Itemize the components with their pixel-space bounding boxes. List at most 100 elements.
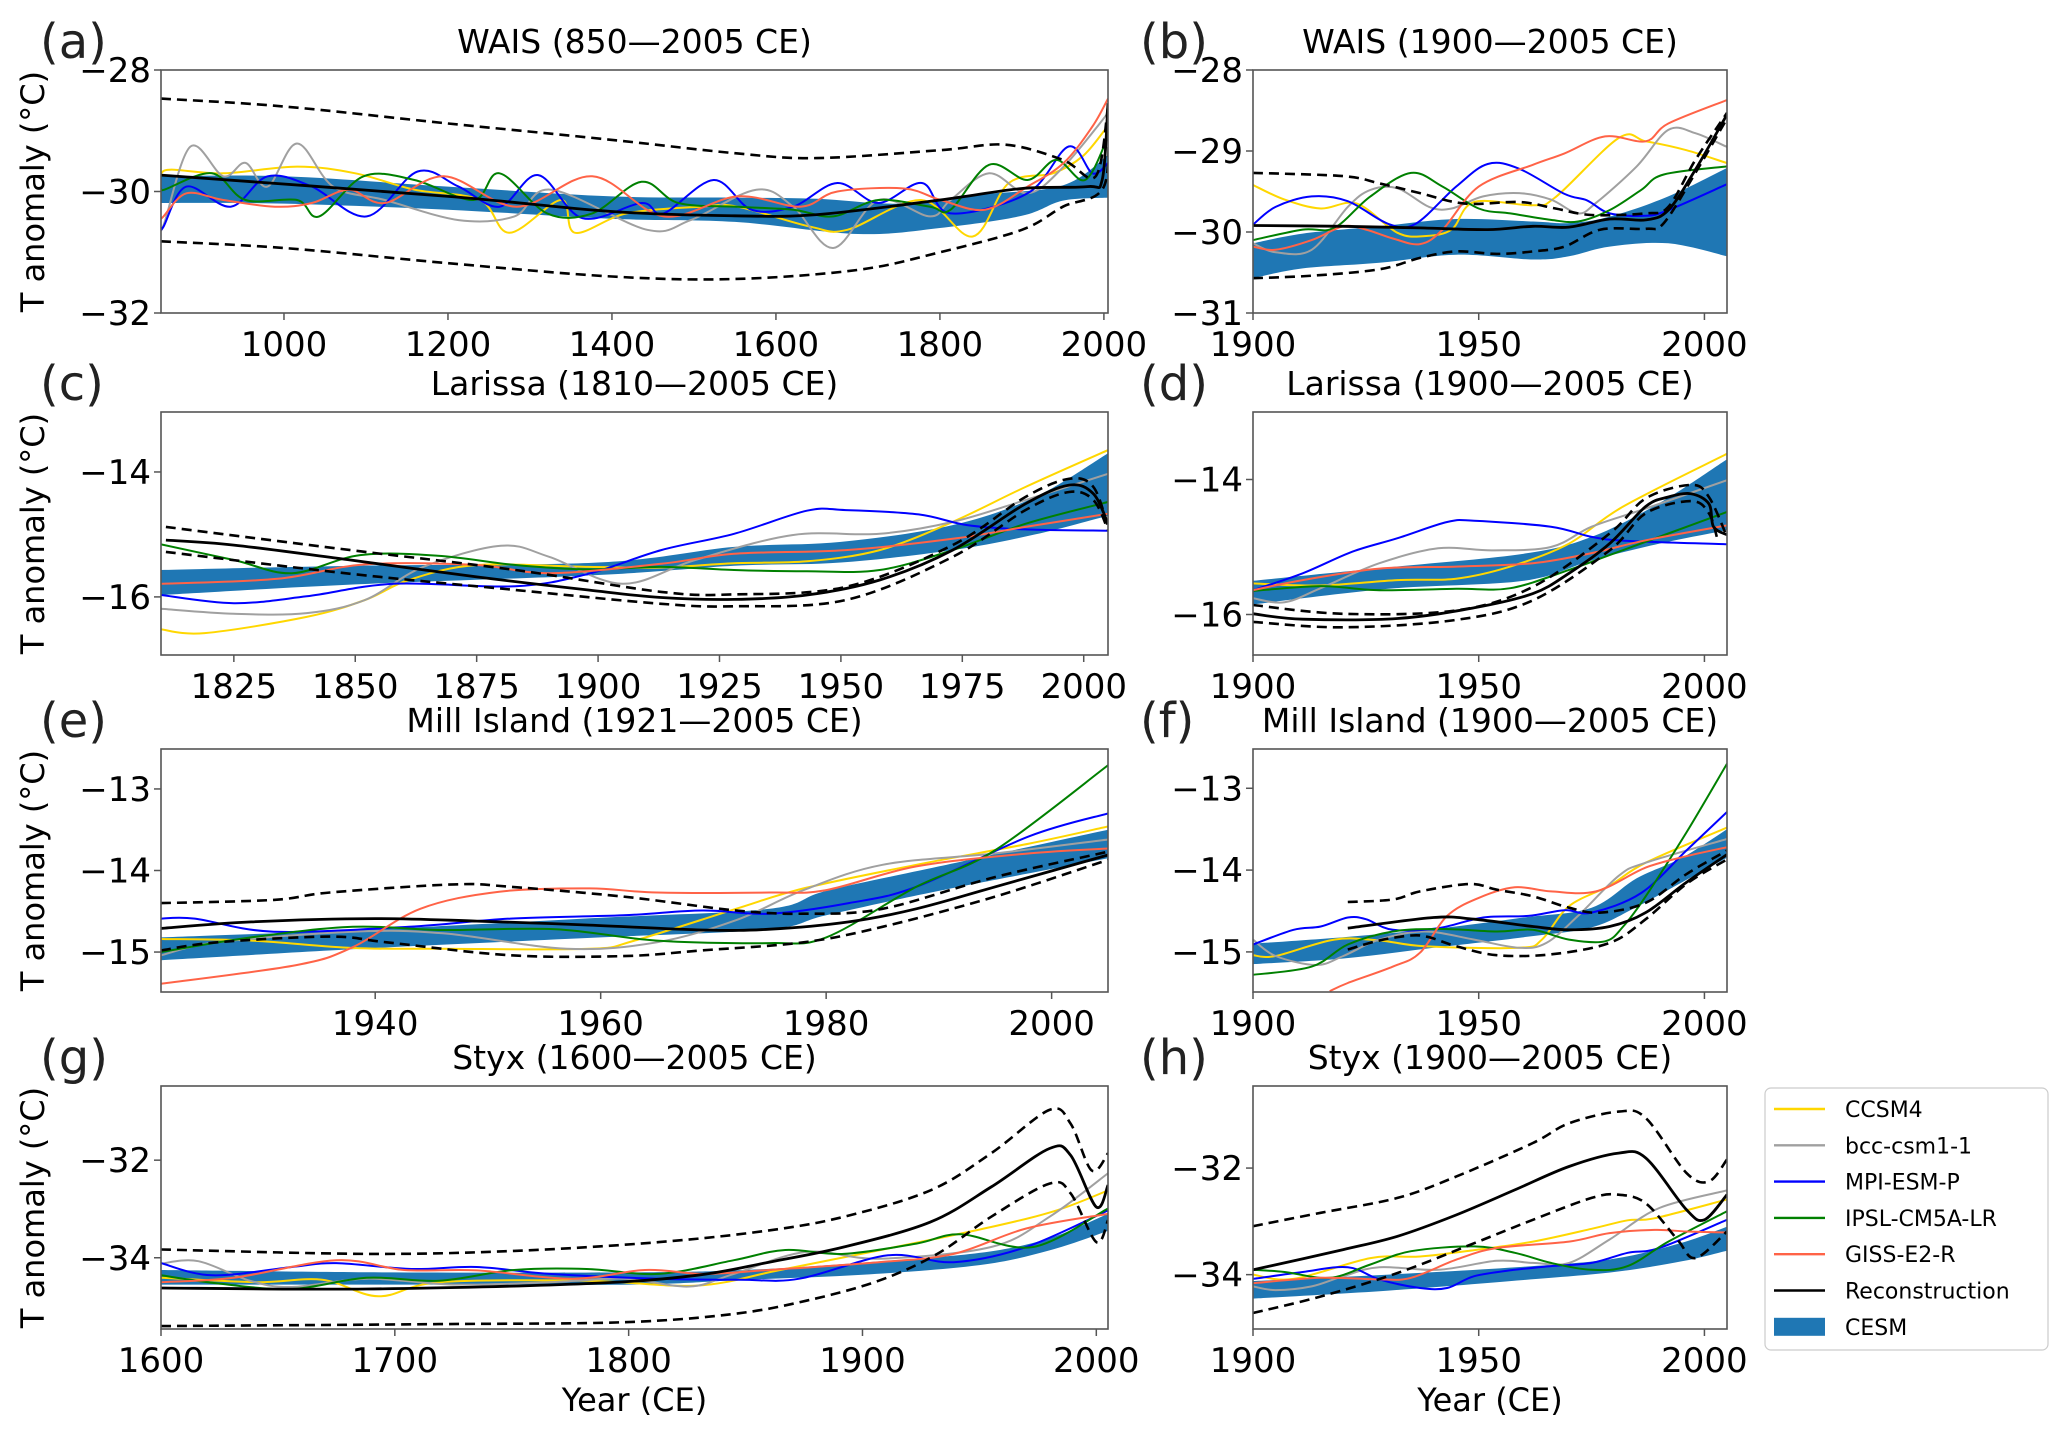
panel-label: (h) bbox=[1140, 1030, 1208, 1086]
y-axis-label: T anomaly (°C) bbox=[14, 413, 52, 655]
series-mpi-esm-p bbox=[161, 145, 1108, 232]
panel-a: 1000 1200 1400 1600 1800 2000 −28 −30 −32 WAIS (8… bbox=[14, 14, 1147, 365]
panel-g: 1600 1700 1800 1900 2000 −32 −34 Styx (1600—200… bbox=[14, 1030, 1140, 1419]
series-reconstruction bbox=[161, 1144, 1108, 1291]
cesm-band bbox=[161, 155, 1108, 235]
x-tick-label: 1800 bbox=[585, 1341, 672, 1381]
x-tick-label: 2000 bbox=[1661, 1341, 1748, 1381]
cesm-band bbox=[161, 829, 1108, 961]
x-tick-label: 1900 bbox=[1210, 667, 1297, 707]
cesm-band bbox=[1253, 168, 1727, 279]
y-tick-label: −28 bbox=[1171, 51, 1243, 91]
panel-label: (d) bbox=[1140, 356, 1208, 412]
reconstruction-upper-bound bbox=[165, 476, 1108, 597]
panel-e: 1940 1960 1980 2000 −13 −14 −15 Mill Island (19… bbox=[14, 693, 1109, 1044]
reconstruction-lower-bound bbox=[1253, 1192, 1727, 1315]
y-tick-label: −13 bbox=[79, 770, 151, 810]
panel-label: (b) bbox=[1140, 14, 1208, 70]
y-tick-label: −30 bbox=[1171, 213, 1243, 253]
y-tick-label: −14 bbox=[79, 852, 151, 892]
series-giss-e2-r bbox=[1329, 846, 1727, 992]
panel-label: (e) bbox=[40, 693, 107, 749]
x-tick-label: 2000 bbox=[1008, 1004, 1095, 1044]
x-tick-label: 2000 bbox=[1661, 667, 1748, 707]
x-tick-label: 1900 bbox=[1210, 1004, 1297, 1044]
panel-title: Mill Island (1921—2005 CE) bbox=[406, 701, 862, 740]
panel-title: Styx (1900—2005 CE) bbox=[1308, 1038, 1673, 1077]
series-mpi-esm-p bbox=[161, 507, 1108, 605]
panel-title: Larissa (1900—2005 CE) bbox=[1286, 364, 1694, 403]
series-bcc-csm1-1 bbox=[161, 1172, 1108, 1289]
panel-title: Styx (1600—2005 CE) bbox=[452, 1038, 817, 1077]
reconstruction-lower-bound bbox=[1253, 499, 1720, 629]
cesm-band bbox=[161, 1213, 1108, 1285]
x-tick-label: 1925 bbox=[676, 667, 763, 707]
series-ipsl-cm5a-lr bbox=[161, 764, 1108, 953]
series-bcc-csm1-1 bbox=[161, 838, 1108, 957]
x-tick-label: 1700 bbox=[352, 1341, 439, 1381]
y-tick-label: −14 bbox=[79, 453, 151, 493]
legend-item-mpi-esm-p: MPI-ESM-P bbox=[1774, 1171, 1960, 1196]
x-tick-label: 1950 bbox=[1435, 1341, 1522, 1381]
y-tick-label: −34 bbox=[1171, 1256, 1243, 1296]
reconstruction-lower-bound bbox=[161, 112, 1108, 281]
plot-area bbox=[1253, 99, 1727, 280]
panel-title: WAIS (1900—2005 CE) bbox=[1302, 22, 1678, 61]
panel-b: 1900 1950 2000 −28 −29 −30 −31 WAIS (1900—2005 … bbox=[1140, 14, 1748, 365]
reconstruction-upper-bound bbox=[1253, 112, 1727, 217]
reconstruction-upper-bound bbox=[1347, 849, 1727, 915]
x-tick-label: 1800 bbox=[897, 325, 984, 365]
y-tick-label: −32 bbox=[79, 294, 151, 334]
series-giss-e2-r bbox=[161, 98, 1108, 221]
legend-box bbox=[1764, 1087, 2049, 1351]
x-tick-label: 1600 bbox=[733, 325, 820, 365]
plot-area bbox=[1253, 1109, 1727, 1315]
plot-area bbox=[1253, 763, 1727, 992]
series-bcc-csm1-1 bbox=[1253, 1189, 1727, 1292]
x-tick-label: 1900 bbox=[555, 667, 642, 707]
series-reconstruction bbox=[165, 483, 1108, 601]
series-mpi-esm-p bbox=[1253, 811, 1727, 946]
panel-title: WAIS (850—2005 CE) bbox=[457, 22, 812, 61]
series-reconstruction bbox=[1253, 1150, 1727, 1272]
series-reconstruction bbox=[1253, 113, 1727, 232]
panel-label: (f) bbox=[1140, 693, 1194, 749]
x-tick-label: 1000 bbox=[241, 325, 328, 365]
legend-label: IPSL-CM5A-LR bbox=[1845, 1207, 1997, 1232]
legend-item-reconstruction: Reconstruction bbox=[1774, 1280, 2010, 1305]
panel-label: (a) bbox=[40, 14, 107, 70]
y-tick-label: −29 bbox=[1171, 132, 1243, 172]
cesm-band bbox=[1253, 459, 1727, 605]
y-tick-label: −34 bbox=[79, 1239, 151, 1279]
reconstruction-upper-bound bbox=[161, 97, 1108, 180]
reconstruction-upper-bound bbox=[161, 1107, 1108, 1256]
reconstruction-lower-bound bbox=[161, 858, 1108, 959]
series-mpi-esm-p bbox=[161, 1209, 1108, 1282]
x-axis-label: Year (CE) bbox=[561, 1381, 707, 1419]
panel-label: (c) bbox=[40, 356, 104, 412]
y-tick-label: −15 bbox=[1171, 933, 1243, 973]
legend-item-ipsl-cm5a-lr: IPSL-CM5A-LR bbox=[1774, 1207, 1997, 1232]
series-reconstruction bbox=[161, 853, 1108, 932]
legend-label: bcc-csm1-1 bbox=[1845, 1134, 1972, 1159]
x-tick-label: 1850 bbox=[312, 667, 399, 707]
x-tick-label: 1950 bbox=[1435, 1004, 1522, 1044]
x-tick-label: 1960 bbox=[557, 1004, 644, 1044]
legend-item-ccsm4: CCSM4 bbox=[1774, 1098, 1923, 1123]
legend-swatch bbox=[1774, 1317, 1825, 1336]
panel-c: 1825 1850 1875 1900 1925 1950 1975 2000 −14 −16 La… bbox=[14, 356, 1127, 707]
series-ipsl-cm5a-lr bbox=[1253, 510, 1727, 592]
axes-frame bbox=[160, 1085, 1109, 1330]
series-reconstruction bbox=[1253, 492, 1727, 622]
x-tick-label: 1940 bbox=[332, 1004, 419, 1044]
cesm-band bbox=[1253, 1226, 1727, 1299]
series-bcc-csm1-1 bbox=[161, 472, 1108, 616]
reconstruction-upper-bound bbox=[1253, 1109, 1727, 1228]
y-tick-label: −15 bbox=[79, 933, 151, 973]
x-tick-label: 2000 bbox=[1053, 1341, 1140, 1381]
x-tick-label: 1825 bbox=[191, 667, 278, 707]
panel-title: Larissa (1810—2005 CE) bbox=[431, 364, 839, 403]
legend-label: Reconstruction bbox=[1845, 1280, 2010, 1305]
reconstruction-upper-bound bbox=[161, 850, 1108, 916]
